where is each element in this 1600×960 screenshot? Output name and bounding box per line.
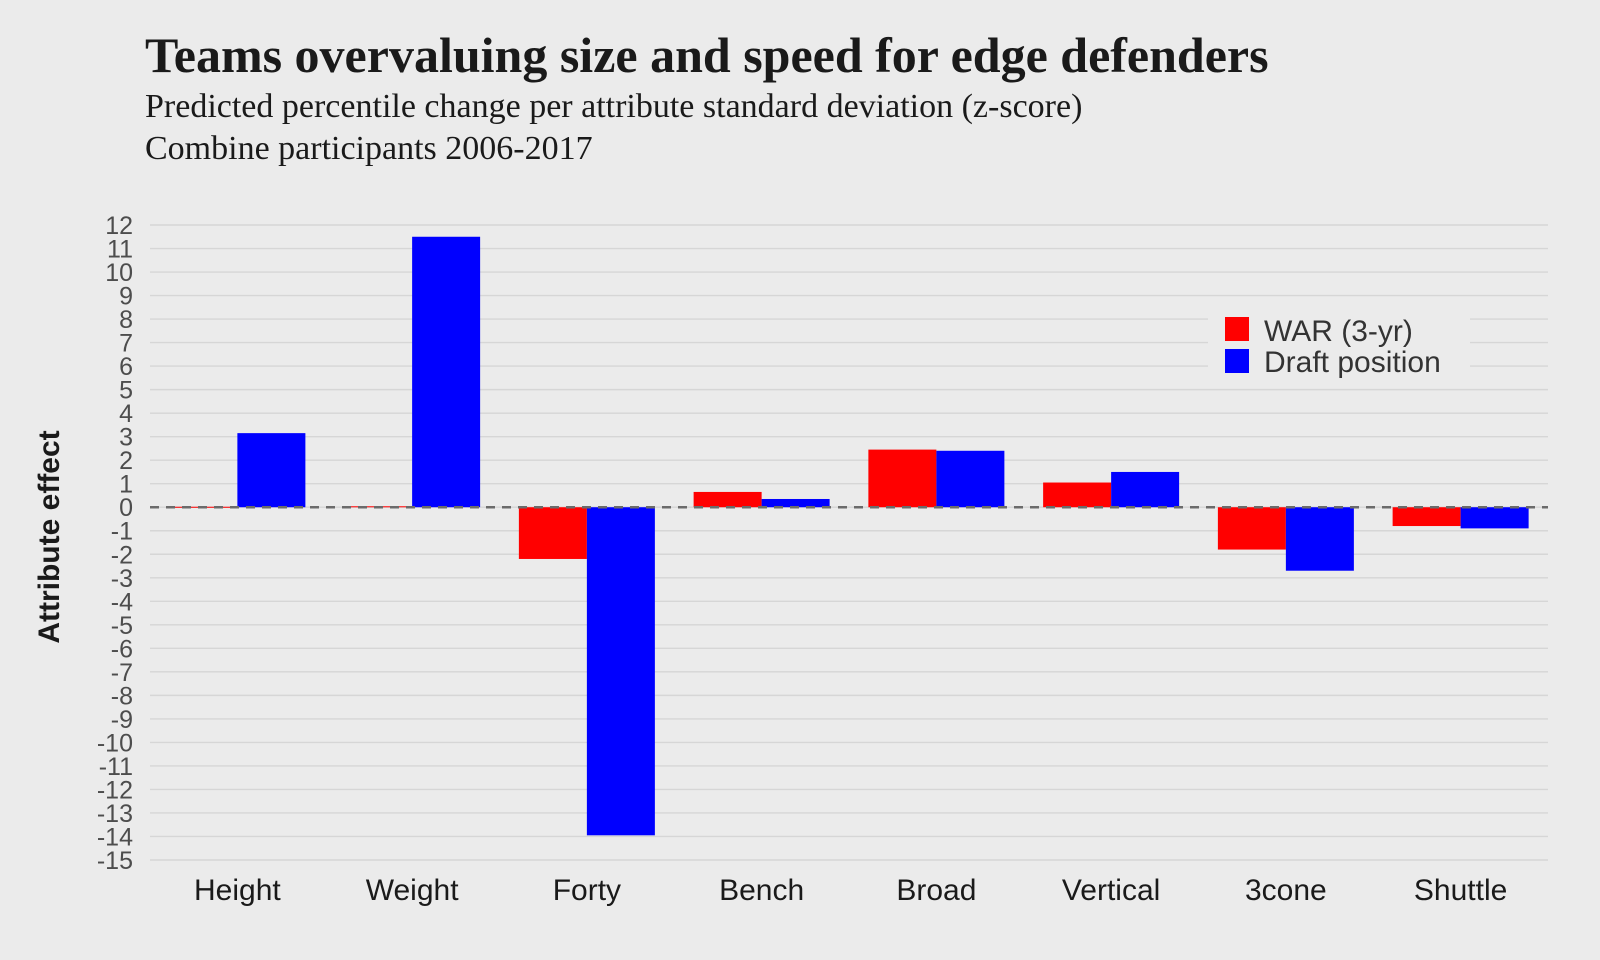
- legend-background: [1208, 298, 1470, 384]
- x-axis-ticks: Height Weight Forty Bench Broad Vertical 3cone…: [194, 874, 1507, 907]
- bar-draft-position-shuttle: [1460, 507, 1529, 529]
- y-tick-label: -1: [111, 518, 133, 546]
- y-axis-ticks: 1211109876543210-1-2-3-4-5-6-7-8-9-10-11…: [97, 212, 133, 875]
- y-tick-label: -3: [111, 565, 133, 593]
- legend-label-draft-position: Draft position: [1264, 346, 1441, 379]
- y-tick-label: -7: [111, 659, 133, 687]
- y-tick-label: 10: [105, 259, 133, 287]
- bar-draft-position-forty: [586, 507, 655, 836]
- legend-label-war: WAR (3-yr): [1264, 315, 1413, 348]
- y-tick-label: -6: [111, 635, 133, 663]
- bar-war-vertical: [1043, 482, 1112, 508]
- y-tick-label: -8: [111, 682, 133, 710]
- x-tick-label: 3cone: [1245, 874, 1327, 907]
- bar-war-broad: [868, 449, 937, 508]
- bar-draft-position-height: [237, 433, 306, 508]
- y-tick-label: -13: [97, 800, 133, 828]
- y-tick-label: 0: [119, 494, 133, 522]
- y-tick-label: -11: [99, 753, 133, 781]
- y-tick-label: 4: [119, 400, 133, 428]
- y-tick-label: 5: [119, 377, 133, 405]
- y-tick-label: 12: [105, 212, 133, 240]
- legend-swatch-draft-position: [1225, 349, 1249, 373]
- bar-war-forty: [518, 507, 587, 559]
- chart-subtitle-line-2: Combine participants 2006-2017: [145, 130, 593, 167]
- y-tick-label: 7: [119, 330, 133, 358]
- y-tick-label: 2: [119, 447, 133, 475]
- y-tick-label: -10: [97, 729, 133, 757]
- x-tick-label: Bench: [719, 874, 804, 907]
- chart-subtitle-line-1: Predicted percentile change per attribut…: [145, 88, 1082, 125]
- bar-draft-position-3cone: [1285, 507, 1354, 571]
- y-tick-label: 9: [119, 283, 133, 311]
- y-tick-label: -4: [111, 588, 133, 616]
- bars: [169, 236, 1529, 836]
- y-tick-label: -9: [111, 706, 133, 734]
- y-tick-label: -15: [97, 847, 133, 875]
- y-tick-label: -5: [111, 612, 133, 640]
- y-tick-label: 3: [119, 424, 133, 452]
- y-tick-label: 8: [119, 306, 133, 334]
- y-axis-label: Attribute effect: [33, 430, 66, 643]
- legend: WAR (3-yr) Draft position: [1208, 298, 1470, 384]
- bar-draft-position-weight: [412, 236, 481, 508]
- bar-war-3cone: [1217, 507, 1286, 550]
- x-tick-label: Shuttle: [1414, 874, 1507, 907]
- bar-war-bench: [693, 491, 762, 508]
- bar-draft-position-bench: [761, 498, 830, 508]
- x-tick-label: Vertical: [1062, 874, 1160, 907]
- bar-draft-position-broad: [936, 450, 1005, 508]
- x-tick-label: Forty: [553, 874, 621, 907]
- legend-swatch-war: [1225, 317, 1249, 341]
- y-tick-label: -12: [97, 776, 133, 804]
- chart-title: Teams overvaluing size and speed for edg…: [145, 27, 1269, 83]
- x-tick-label: Weight: [366, 874, 459, 907]
- bar-draft-position-vertical: [1111, 471, 1180, 508]
- x-tick-label: Broad: [896, 874, 976, 907]
- bar-war-shuttle: [1392, 507, 1461, 527]
- x-tick-label: Height: [194, 874, 281, 907]
- y-tick-label: 1: [119, 471, 133, 499]
- y-tick-label: 6: [119, 353, 133, 381]
- y-tick-label: -14: [97, 823, 133, 851]
- y-tick-label: 11: [107, 236, 133, 264]
- y-tick-label: -2: [111, 541, 133, 569]
